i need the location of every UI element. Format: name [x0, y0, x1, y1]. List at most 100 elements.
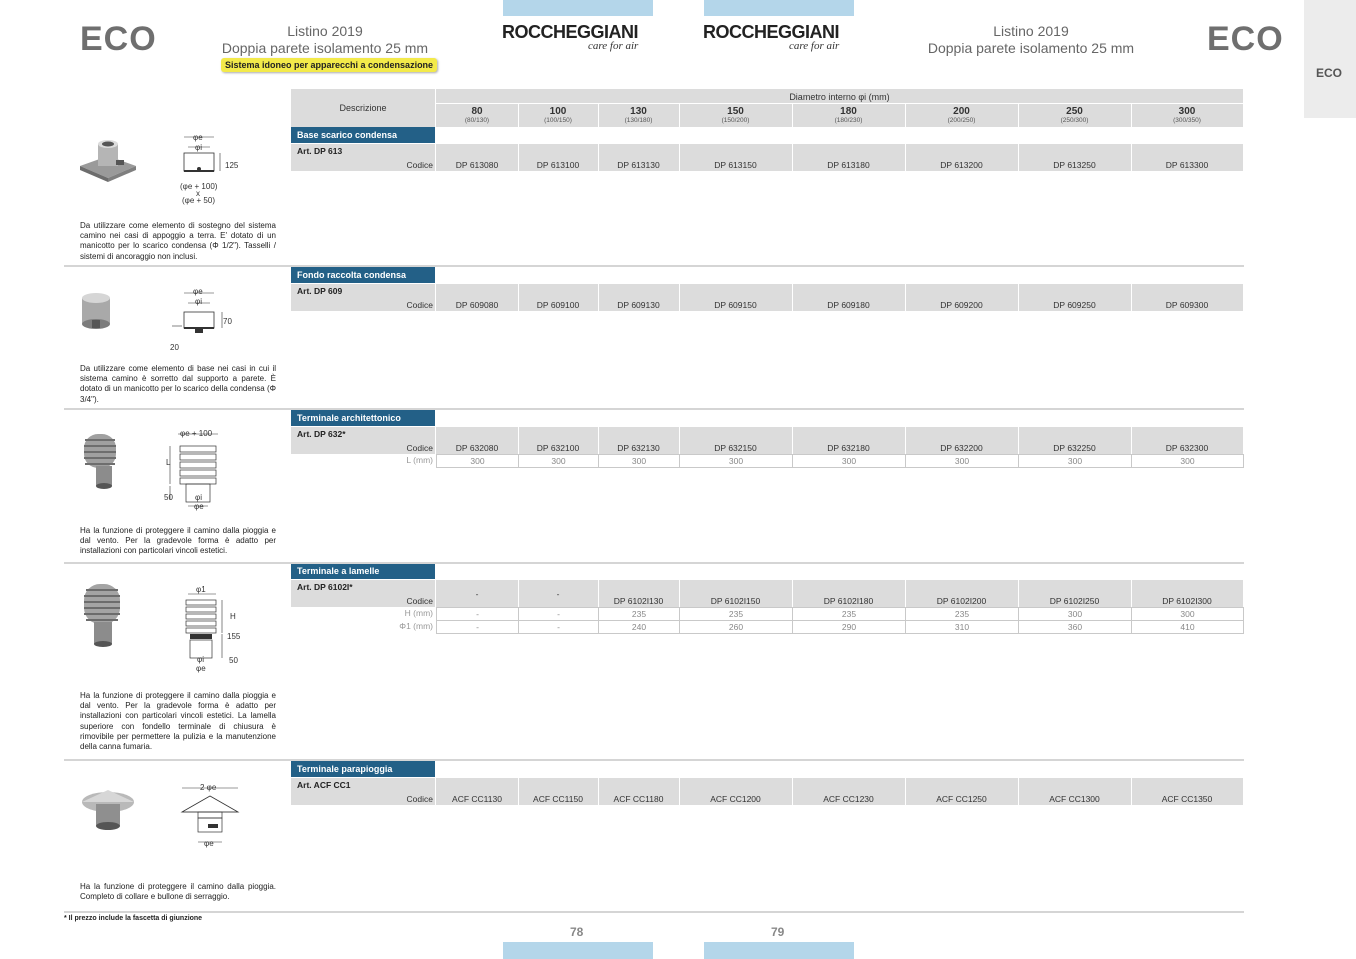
column-divider	[435, 284, 436, 311]
dim-label: 50	[229, 656, 238, 665]
column-divider	[792, 778, 793, 805]
descrizione-header: Descrizione	[291, 89, 435, 127]
product-code: DP 609150	[714, 300, 757, 310]
diameter-column-header: 180	[840, 106, 857, 117]
cell-value: 235	[954, 609, 970, 619]
table-cell: 300	[436, 454, 519, 468]
section-description: Da utilizzare come elemento di sostegno …	[80, 221, 276, 261]
product-code: DP 613300	[1165, 160, 1209, 170]
product-code: DP 632180	[827, 443, 870, 453]
column-divider	[792, 580, 793, 607]
diameter-column-header: 300	[1178, 106, 1196, 117]
page-number-left: 78	[570, 925, 584, 939]
footnote: * Il prezzo include la fascetta di giunz…	[64, 915, 203, 922]
cell-value: 240	[631, 622, 647, 632]
base-scarico-condensa-image	[80, 140, 136, 182]
diameter-column-subheader: (100/150)	[544, 117, 572, 124]
column-divider	[1018, 144, 1019, 171]
column-divider	[792, 144, 793, 171]
codice-label: Codice	[406, 443, 433, 453]
table-cell: 235	[792, 607, 906, 621]
eco-title-right: ECO	[1207, 20, 1284, 58]
cell-value: 235	[631, 609, 647, 619]
column-divider	[1018, 580, 1019, 607]
column-divider	[1131, 104, 1132, 127]
table-cell: 235	[905, 607, 1019, 621]
column-divider	[1018, 427, 1019, 454]
row-label: Φ1 (mm)	[399, 621, 433, 631]
diameter-column-subheader: (150/200)	[721, 117, 750, 124]
table-cell: 300	[1131, 607, 1244, 621]
column-divider	[598, 144, 599, 171]
cell-value: -	[557, 609, 560, 619]
cell-value: -	[557, 622, 560, 632]
product-code: ACF CC1150	[533, 794, 583, 804]
dim-label: φi	[195, 297, 202, 306]
dim-label: 70	[223, 317, 232, 326]
product-code: DP 609250	[1053, 300, 1096, 310]
column-divider	[905, 104, 906, 127]
product-code: DP 609130	[617, 300, 660, 310]
cell-value: 300	[954, 456, 970, 466]
cell-value: -	[476, 609, 479, 619]
product-code: ACF CC1200	[710, 794, 761, 804]
row-label: H (mm)	[404, 608, 433, 618]
product-code: DP 613250	[1053, 160, 1096, 170]
column-divider	[518, 104, 519, 127]
table-cell: -	[518, 620, 599, 634]
product-code: ACF CC1130	[452, 794, 502, 804]
side-tab-label: ECO	[1316, 66, 1343, 80]
article-code: Art. ACF CC1	[297, 780, 351, 790]
codice-label: Codice	[406, 300, 433, 310]
diameter-column-subheader: (80/130)	[464, 117, 490, 124]
listino-left-line2: Doppia parete isolamento 25 mm	[221, 40, 429, 56]
product-code: DP 632080	[455, 443, 499, 453]
table-cell: -	[436, 620, 519, 634]
table-cell: 300	[1131, 454, 1244, 468]
dim-label: x	[196, 189, 200, 198]
column-divider	[1131, 144, 1132, 171]
terminale-a-lamelle-drawing	[185, 593, 223, 659]
cell-value: 310	[954, 622, 970, 632]
section-divider	[64, 911, 1244, 913]
product-code: DP 6102I300	[1162, 596, 1212, 606]
table-cell: 310	[905, 620, 1019, 634]
brand-logo-right: ROCCHEGGIANI care for air	[703, 22, 863, 52]
product-code: DP 609080	[455, 300, 499, 310]
base-scarico-condensa-drawing	[183, 136, 221, 172]
column-divider	[1131, 580, 1132, 607]
dim-label: 125	[225, 161, 239, 170]
column-divider	[1018, 104, 1019, 127]
column-divider	[598, 580, 599, 607]
column-divider	[792, 104, 793, 127]
table-cell: 300	[1018, 607, 1132, 621]
brand-name-right: ROCCHEGGIANI	[703, 22, 840, 42]
dim-label: L	[166, 458, 171, 467]
product-code: DP 6102I130	[613, 596, 664, 606]
cell-value: 360	[1067, 622, 1083, 632]
article-row	[291, 284, 1243, 311]
table-cell: -	[518, 607, 599, 621]
column-divider	[679, 580, 680, 607]
column-divider	[905, 580, 906, 607]
column-divider	[518, 144, 519, 171]
article-row	[291, 580, 1243, 607]
table-cell: 360	[1018, 620, 1132, 634]
cell-value: 300	[841, 456, 857, 466]
section-divider	[64, 265, 1244, 267]
product-code: ACF CC1250	[936, 794, 987, 804]
dim-label: φe + 100	[180, 429, 213, 438]
diameter-column-header: 80	[471, 106, 483, 117]
diameter-column-subheader: (130/180)	[624, 117, 653, 124]
dim-label: 155	[227, 632, 241, 641]
dim-label: φi	[197, 655, 204, 664]
section-title: Terminale parapioggia	[291, 761, 435, 777]
cell-value: 300	[551, 456, 566, 466]
product-code: DP 609180	[827, 300, 870, 310]
descrizione-label: Descrizione	[339, 103, 387, 113]
column-divider	[1131, 427, 1132, 454]
product-code: DP 632150	[714, 443, 757, 453]
cell-value: 300	[728, 456, 744, 466]
table-cell: 300	[792, 454, 906, 468]
column-divider	[598, 778, 599, 805]
